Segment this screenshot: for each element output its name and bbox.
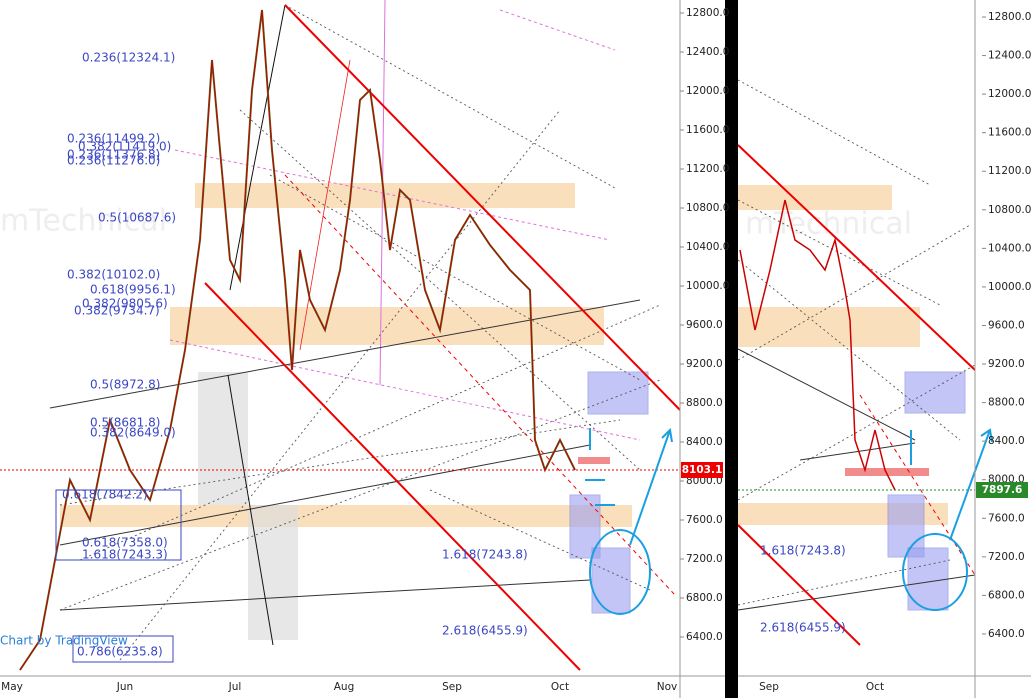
fib-label: 0.382(9734.7) [74,304,160,318]
price-axis-label: 8400.0 [988,435,1025,447]
time-axis-label: May [1,681,23,693]
fib-label: 0.236(11276.0) [67,154,160,168]
time-axis-label: Jul [228,681,242,693]
price-axis-label: 12800.0 [988,11,1031,23]
time-axis-label: Oct [866,681,884,693]
price-axis-label: 10400.0 [988,242,1031,254]
left-chart: mTechnical [0,0,681,671]
time-axis-label: Nov [657,681,678,693]
fib-label: 0.5(10687.6) [98,211,176,225]
time-axis-label: Sep [759,681,779,693]
fib-label: 0.236(12324.1) [82,51,175,65]
price-axis-label: 12000.0 [686,85,729,97]
price-axis-label: 9600.0 [686,319,723,331]
price-axis-label: 7200.0 [988,551,1025,563]
price-axis-label: 6400.0 [988,628,1025,640]
time-axis-label: Oct [551,681,569,693]
fib-label: 0.618(7358.0) [82,536,168,550]
time-axis-label: Aug [334,681,355,693]
price-axis-label: 8800.0 [686,397,723,409]
last-price: 8103.1 [682,464,723,476]
price-axis-label: 12400.0 [988,50,1031,62]
fib-label: 0.382(10102.0) [67,268,160,282]
fib-label: 0.618(9956.1) [90,283,176,297]
fib-label: 1.618(7243.3) [82,548,168,562]
price-axis-label: 9200.0 [988,358,1025,370]
price-axis-label: 12800.0 [686,7,729,19]
time-axis-label: Jun [116,681,133,693]
price-axis-label: 9200.0 [686,358,723,370]
price-axis-label: 10800.0 [686,202,729,214]
fib-label: 0.5(8972.8) [90,378,160,392]
fib-label: 0.382(11419.0) [78,140,171,154]
price-axis-label: 8400.0 [686,436,723,448]
price-axis-label: 7600.0 [686,514,723,526]
price-axis-label: 7200.0 [686,553,723,565]
price-tag [681,462,723,478]
price-axis-label: 9600.0 [988,319,1025,331]
fib-label: 0.5(8681.8) [90,416,160,430]
price-axis-label: 6800.0 [686,592,723,604]
price-axis-label: 10400.0 [686,241,729,253]
price-axis-label: 11200.0 [988,165,1031,177]
watermark: mTechnical [0,204,167,239]
price-axis-label: 11200.0 [686,163,729,175]
last-price: 7897.6 [982,484,1023,496]
fib-label: 0.382(8649.0) [90,426,176,440]
price-axis-label: 6800.0 [988,589,1025,601]
price-axis-label: 6400.0 [686,631,723,643]
fib-label: 0.786(6235.8) [77,645,163,659]
fib-label: 1.618(7243.8) [760,544,846,558]
credit[interactable]: Chart by TradingView [0,634,128,648]
price-axis-label: 12400.0 [686,46,729,58]
fib-label: 0.618(7842.2) [62,488,148,502]
price-axis-label: 10000.0 [686,280,729,292]
price-axis-label: 10000.0 [988,281,1031,293]
price-axis-label: 7600.0 [988,512,1025,524]
fib-label: 1.618(7243.8) [442,548,528,562]
fib-label: 0.382(9805.6) [82,297,168,311]
watermark: mTechnical [745,207,912,242]
price-axis-label: 8800.0 [988,397,1025,409]
price-tag [976,482,1028,498]
right-chart: mTechnical 1.618(7243.8) 2.618(6455.9) [737,79,993,646]
fib-label: 0.236(11499.2) [67,132,160,146]
price-axis-label: 11600.0 [686,124,729,136]
price-axis-label: 11600.0 [988,127,1031,139]
price-axis-label: 12000.0 [988,88,1031,100]
time-axis-label: Sep [442,681,462,693]
fib-label: 0.236(11376.8) [67,148,160,162]
fib-label: 2.618(6455.9) [442,624,528,638]
fib-label: 2.618(6455.9) [760,621,846,635]
price-axis-label: 10800.0 [988,204,1031,216]
